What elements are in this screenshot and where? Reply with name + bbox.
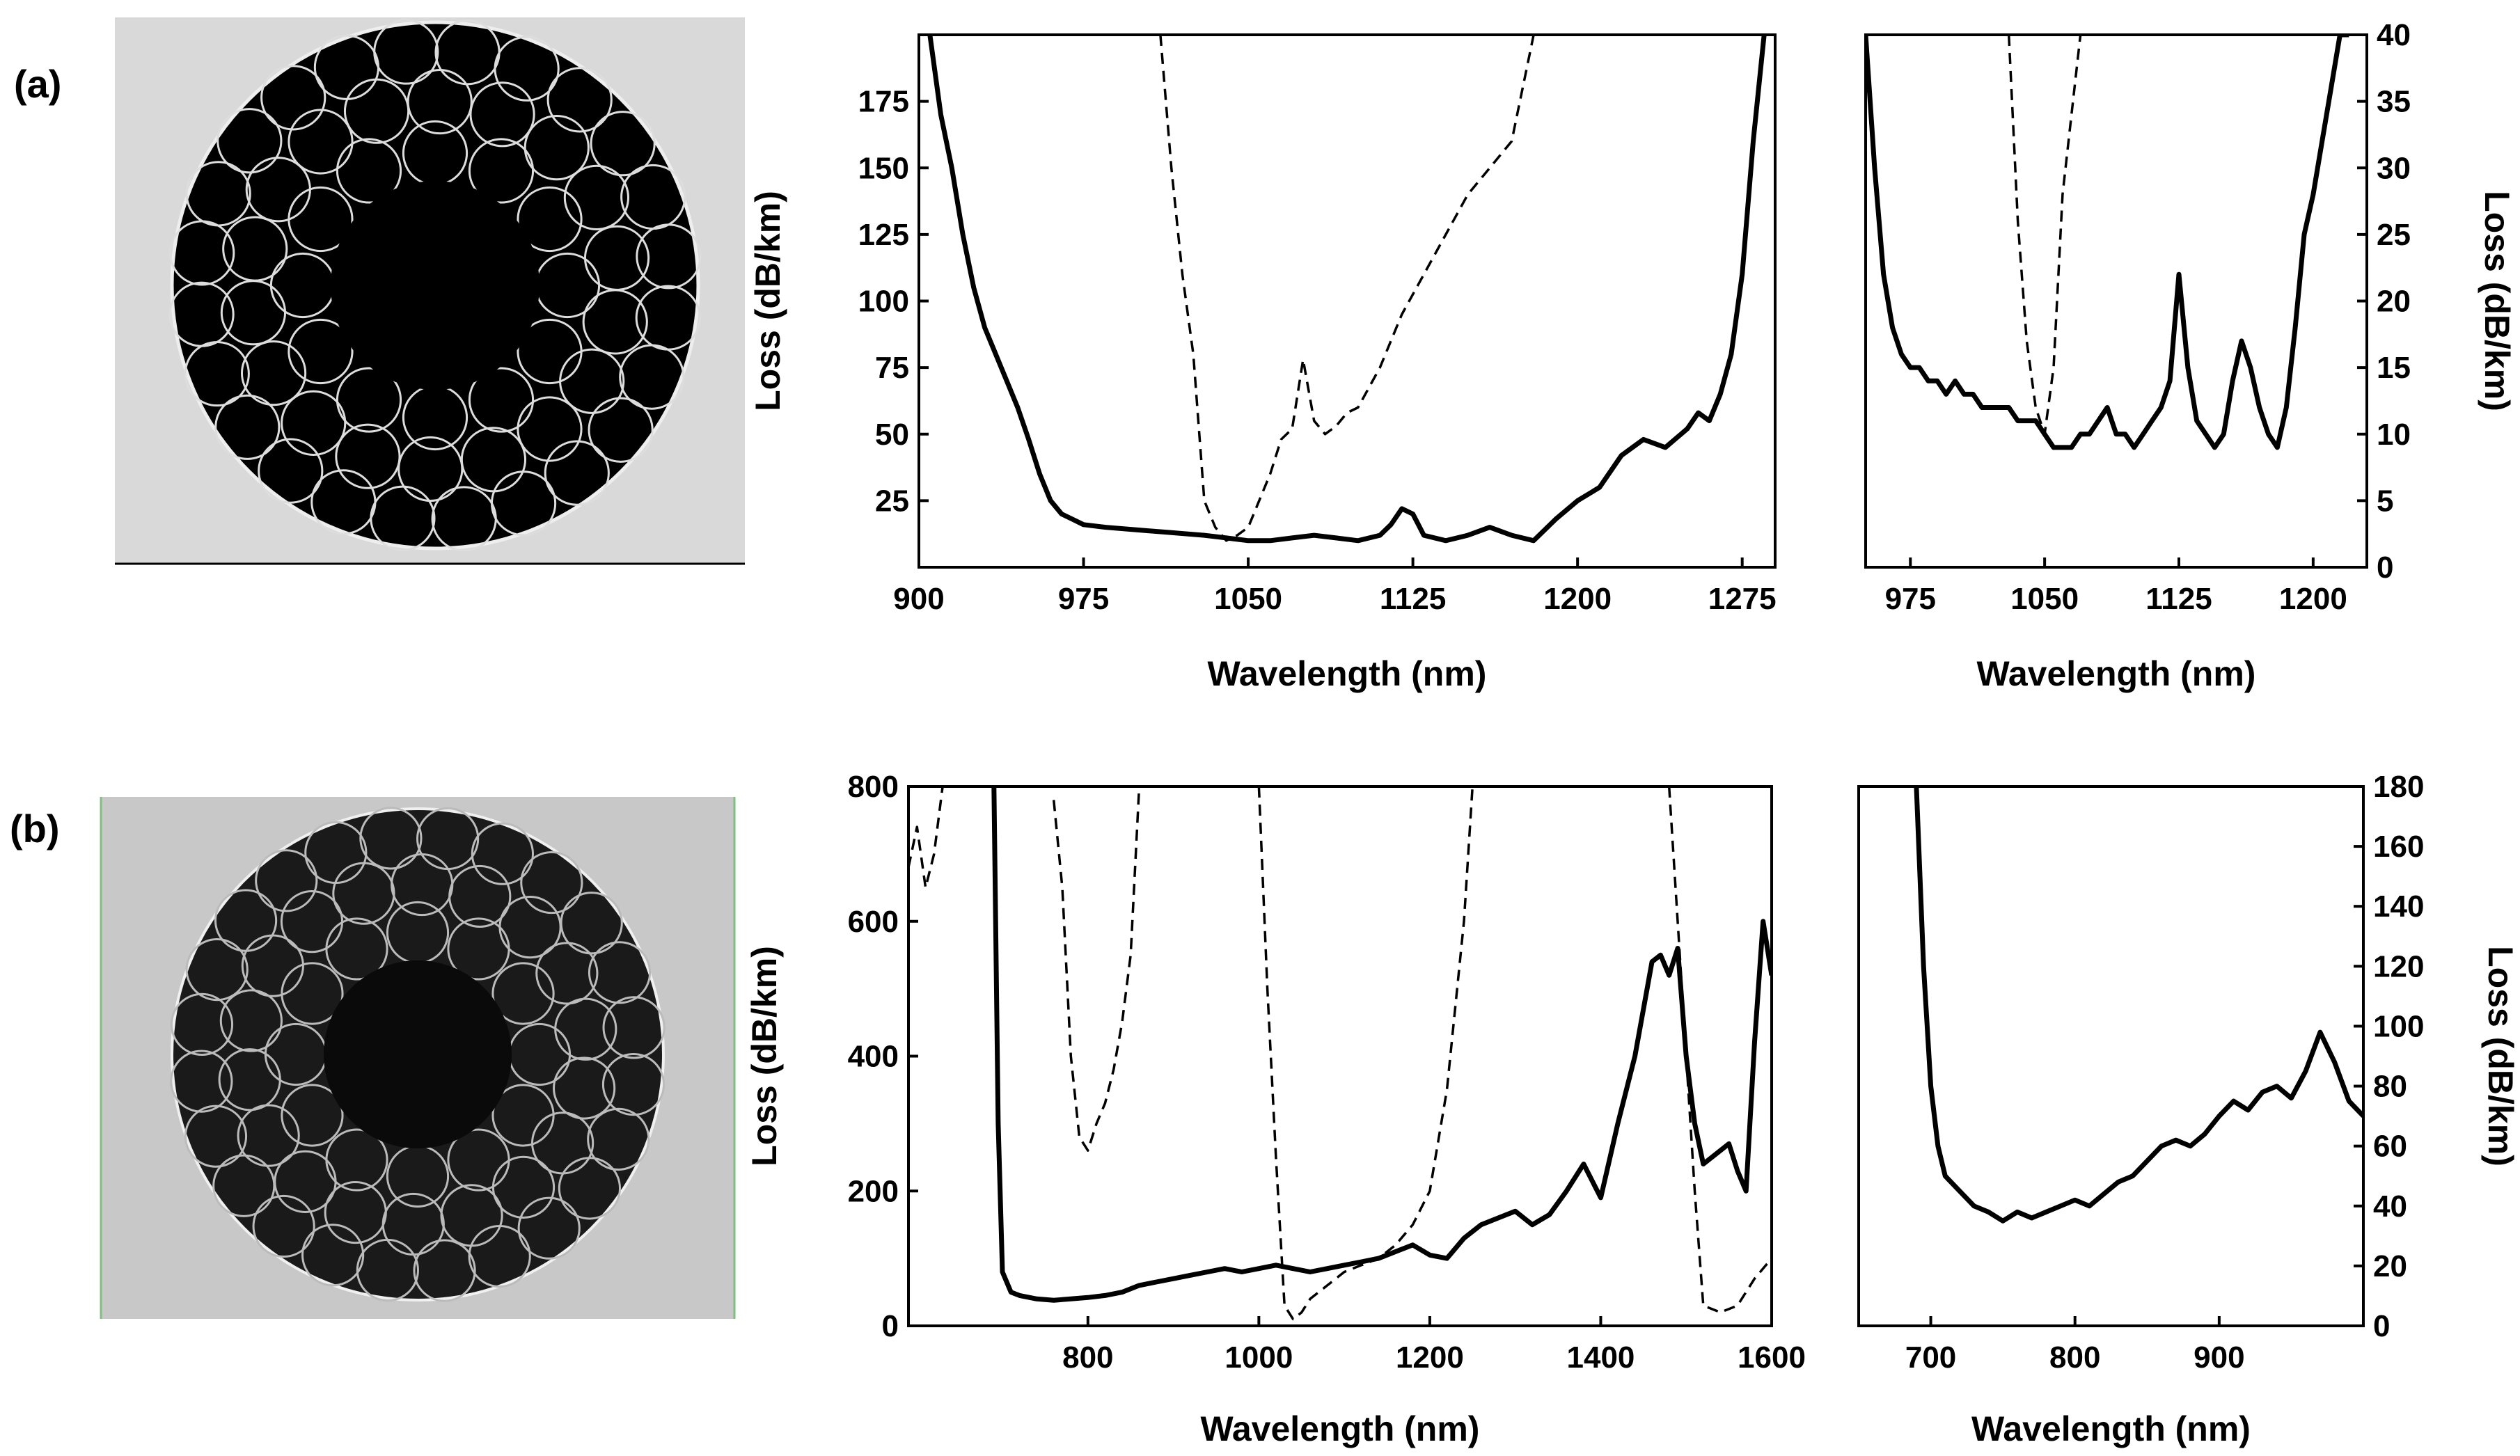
chart-a-main: 900 975 1050 1125 1200 1275 25 50 75 100 125 150 175… xyxy=(748,33,1777,693)
panel-label-a: (a) xyxy=(14,62,61,106)
x-tick-label: 800 xyxy=(1062,1340,1113,1375)
y-tick-label: 0 xyxy=(882,1309,899,1343)
y-tick-label: 150 xyxy=(858,151,909,185)
series-solid-line-0 xyxy=(1866,35,2349,450)
y-axis-title: Loss (dB/km) xyxy=(745,946,784,1166)
y-tick-label: 160 xyxy=(2373,830,2424,864)
series-dashed-line-3 xyxy=(1257,786,1474,1321)
panel-label-b: (b) xyxy=(10,807,60,850)
x-tick-label: 975 xyxy=(1885,582,1936,616)
y-tick-label: 20 xyxy=(2373,1249,2407,1283)
y-tick-label: 80 xyxy=(2373,1070,2407,1104)
y-tick-label: 60 xyxy=(2373,1130,2407,1164)
series-dashed-line-1 xyxy=(1159,35,1535,542)
x-tick-label: 800 xyxy=(2049,1340,2100,1375)
y-tick-label: 35 xyxy=(2377,85,2411,119)
y-tick-label: 50 xyxy=(875,418,909,452)
x-tick-label: 1200 xyxy=(1543,582,1612,616)
x-axis-title: Wavelength (nm) xyxy=(1208,654,1487,693)
y-tick-label: 100 xyxy=(858,285,909,319)
y-tick-label: 175 xyxy=(858,85,909,119)
y-tick-label: 10 xyxy=(2377,418,2411,452)
series-dashed-line-1 xyxy=(908,786,944,889)
fiber-micrograph-a xyxy=(115,17,745,565)
y-tick-label: 5 xyxy=(2377,484,2393,518)
x-tick-label: 700 xyxy=(1905,1340,1956,1375)
y-tick-label: 15 xyxy=(2377,351,2411,385)
x-tick-label: 1400 xyxy=(1567,1340,1635,1375)
x-tick-label: 1050 xyxy=(2010,582,2079,616)
series-solid-line-0 xyxy=(991,786,1772,1303)
series-dashed-line-2 xyxy=(1052,786,1141,1152)
y-tick-label: 400 xyxy=(848,1040,899,1074)
chart-b-zoom: 700 800 900 0 20 40 60 80 100 120 140 160 180 Wavelen… xyxy=(1857,770,2520,1448)
x-tick-label: 1000 xyxy=(1224,1340,1293,1375)
y-tick-label: 0 xyxy=(2377,551,2393,585)
y-tick-label: 40 xyxy=(2373,1189,2407,1224)
y-tick-label: 30 xyxy=(2377,151,2411,185)
x-tick-label: 1200 xyxy=(1396,1340,1464,1375)
y-tick-label: 200 xyxy=(848,1174,899,1208)
plot-frame xyxy=(907,785,1773,1327)
y-tick-label: 125 xyxy=(858,218,909,252)
fiber-micrograph-b xyxy=(100,797,736,1319)
chart-b-main: 800 1000 1200 1400 1600 0 200 400 600 800 Waveleng… xyxy=(745,770,1806,1448)
x-tick-label: 900 xyxy=(893,582,944,616)
y-axis-title: Loss (dB/km) xyxy=(2481,946,2520,1166)
y-tick-label: 600 xyxy=(848,905,899,939)
y-tick-label: 25 xyxy=(2377,218,2411,252)
x-tick-label: 1125 xyxy=(2145,582,2212,616)
x-tick-label: 975 xyxy=(1058,582,1109,616)
y-tick-label: 800 xyxy=(848,770,899,804)
plot-frame xyxy=(1857,785,2365,1327)
y-axis-title: Loss (dB/km) xyxy=(2478,191,2517,411)
y-tick-label: 100 xyxy=(2373,1009,2424,1043)
y-tick-label: 20 xyxy=(2377,285,2411,319)
x-tick-label: 1125 xyxy=(1380,582,1446,616)
plot-frame xyxy=(1864,33,2368,569)
y-tick-label: 140 xyxy=(2373,889,2424,924)
x-tick-label: 900 xyxy=(2194,1340,2244,1375)
x-axis-title: Wavelength (nm) xyxy=(1977,654,2256,693)
y-tick-label: 120 xyxy=(2373,949,2424,983)
series-dashed-line-1 xyxy=(2007,35,2082,436)
y-tick-label: 75 xyxy=(875,351,909,385)
x-tick-label: 1200 xyxy=(2279,582,2347,616)
x-tick-label: 1275 xyxy=(1708,582,1777,616)
x-axis-title: Wavelength (nm) xyxy=(1971,1409,2251,1448)
series-solid-line-0 xyxy=(1914,786,2363,1224)
y-tick-label: 180 xyxy=(2373,770,2424,804)
y-axis-title: Loss (dB/km) xyxy=(748,191,787,411)
x-axis-title: Wavelength (nm) xyxy=(1201,1409,1480,1448)
y-tick-label: 40 xyxy=(2377,18,2411,52)
y-tick-label: 0 xyxy=(2373,1309,2390,1343)
x-tick-label: 1050 xyxy=(1214,582,1282,616)
series-solid-line-0 xyxy=(927,35,1767,544)
chart-a-zoom: 975 1050 1125 1200 0 5 10 15 20 25 30 35 40 Wavelengt… xyxy=(1864,18,2517,693)
x-tick-label: 1600 xyxy=(1738,1340,1806,1375)
y-tick-label: 25 xyxy=(875,484,909,518)
